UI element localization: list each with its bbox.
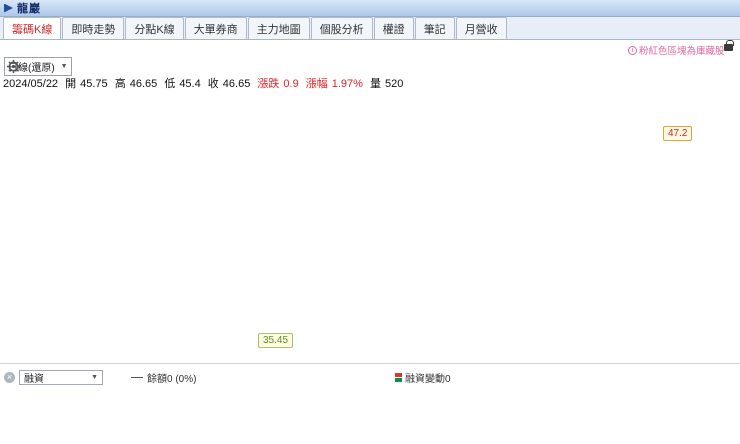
balance-legend: 餘額0 (0%) [131, 370, 196, 385]
tab-4[interactable]: 主力地圖 [247, 17, 310, 39]
close-value: 46.65 [222, 78, 251, 90]
tab-8[interactable]: 月營收 [455, 17, 507, 39]
open-label: 開 [65, 78, 77, 90]
change-label: 漲跌 [257, 78, 280, 90]
high-label: 高 [114, 78, 126, 90]
ohlc-readout: 2024/05/22 開 45.75 高 46.65 低 45.4 收 46.65 漲跌… [3, 75, 407, 91]
line-sample-icon [131, 377, 143, 378]
close-label: 收 [207, 78, 219, 90]
margin-change-legend: 融資變動0 [395, 370, 451, 385]
stock-name-title: 龍巖 [17, 3, 41, 15]
window-title-bar: 龍巖 [0, 0, 740, 17]
low-value: 45.4 [179, 78, 201, 90]
settings-gear-icon[interactable] [6, 59, 21, 74]
tab-0[interactable]: 籌碼K線 [3, 17, 62, 39]
change-value: 0.9 [283, 78, 299, 90]
chevron-down-icon: ▼ [91, 374, 98, 381]
tab-1[interactable]: 即時走勢 [62, 17, 125, 39]
open-value: 45.75 [80, 78, 108, 90]
tab-list: 籌碼K線 即時走勢 分點K線 大單券商 主力地圖 個股分析 權證 筆記 月營收 [3, 17, 508, 39]
low-label: 低 [164, 78, 176, 90]
tab-bar: 籌碼K線 即時走勢 分點K線 大單券商 主力地圖 個股分析 權證 筆記 月營收 [0, 17, 740, 40]
quote-date: 2024/05/22 [3, 78, 59, 90]
high-value: 46.65 [129, 78, 158, 90]
high-price-callout: 47.2 [663, 126, 693, 141]
tab-6[interactable]: 權證 [373, 17, 414, 39]
tab-2[interactable]: 分點K線 [125, 17, 184, 39]
tab-3[interactable]: 大單券商 [184, 17, 247, 39]
volume-label: 量 [370, 78, 382, 90]
change-pct-value: 1.97% [331, 78, 363, 90]
close-icon[interactable]: × [4, 372, 15, 383]
ma-legend-row: i 粉紅色區塊為庫藏股 [0, 40, 740, 57]
candlestick-chart [0, 85, 740, 363]
period-select[interactable]: 日線(還原) ▼ [4, 56, 72, 76]
tab-5[interactable]: 個股分析 [310, 17, 373, 39]
treasury-stock-note: i 粉紅色區塊為庫藏股 [628, 43, 725, 57]
low-price-callout: 35.45 [258, 333, 294, 348]
subpanel-header: × 融資 ▼ 餘額0 (0%) 融資變動0 [0, 369, 700, 386]
bar-sample-icon [395, 373, 402, 382]
lock-icon[interactable] [724, 40, 734, 51]
indicator-toolbar: 日線(還原) ▼ [0, 56, 740, 76]
tab-7[interactable]: 筆記 [414, 17, 455, 39]
info-icon: i [628, 45, 637, 55]
change-pct-label: 漲幅 [305, 78, 328, 90]
volume-value: 520 [385, 78, 404, 90]
chevron-down-icon: ▼ [60, 62, 68, 70]
app-icon [4, 3, 13, 13]
subpanel-indicator-select[interactable]: 融資 ▼ [19, 370, 103, 385]
panel-separator [0, 363, 740, 364]
